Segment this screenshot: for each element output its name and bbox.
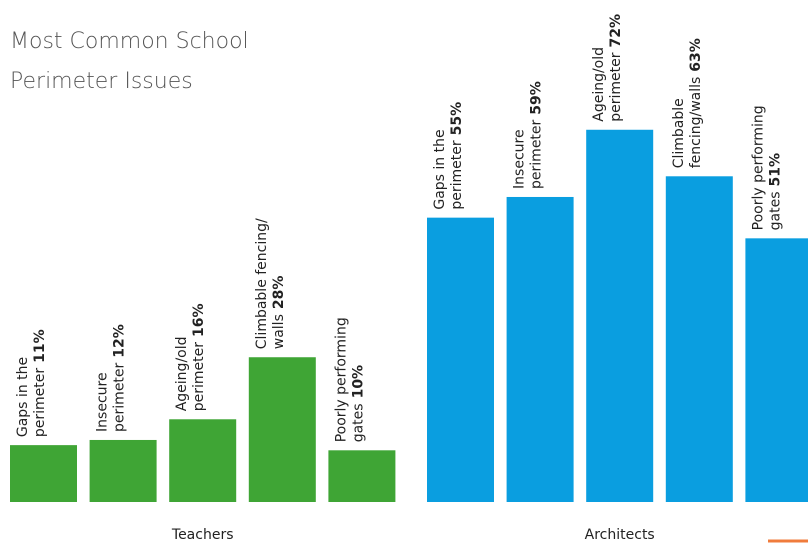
bar <box>506 196 574 502</box>
bar-label-line: walls <box>271 314 287 349</box>
value-label: 63% <box>688 38 704 72</box>
bar-label: Poorly performinggates 10% <box>333 317 366 442</box>
bar <box>10 445 77 502</box>
bar <box>427 217 494 502</box>
value-label: 16% <box>191 303 207 337</box>
bar-label: Climbablefencing/walls 63% <box>671 38 704 168</box>
bar <box>89 439 157 502</box>
bar-label: Poorly performinggates 51% <box>750 105 783 230</box>
group-label: Architects <box>585 527 655 543</box>
bar-label: Ageing/oldperimeter 16% <box>174 303 207 411</box>
bar-label: Gaps in theperimeter 11% <box>15 329 48 437</box>
bar <box>665 176 733 503</box>
value-label: 10% <box>350 365 366 399</box>
bar-label-line: gates <box>767 191 783 230</box>
bar <box>248 357 316 502</box>
value-label: 55% <box>449 102 465 136</box>
group-label: Teachers <box>171 527 234 543</box>
bar-label-line: perimeter <box>112 362 128 431</box>
bar-label-line: Insecure <box>95 372 111 432</box>
bar-label-line: fencing/walls <box>688 77 704 169</box>
bar <box>328 450 396 502</box>
bar-label-line: perimeter <box>191 342 207 411</box>
bar <box>745 238 808 502</box>
bar-label-line: perimeter <box>32 368 48 437</box>
bar-label: Gaps in theperimeter 55% <box>432 102 465 210</box>
value-label: 59% <box>529 81 545 115</box>
bar <box>586 129 654 502</box>
value-label: 72% <box>608 14 624 48</box>
bar <box>169 419 237 502</box>
chart-title: Most Common School Perimeter Issues <box>10 29 249 94</box>
bar-label-line: Ageing/old <box>174 336 190 411</box>
bar-label-line: Poorly performing <box>750 105 766 230</box>
bar-label: Climbable fencing/walls 28% <box>254 218 287 349</box>
bar-label-line: Insecure <box>512 129 528 189</box>
bar-label: Ageing/oldperimeter 72% <box>591 14 624 122</box>
bar-label-line: perimeter <box>449 140 465 209</box>
bar-label-line: perimeter <box>529 119 545 188</box>
value-label: 11% <box>32 329 48 363</box>
value-label: 28% <box>271 276 287 310</box>
value-label: 51% <box>767 153 783 187</box>
bar-label-line: Gaps in the <box>432 129 448 209</box>
bar-label-line: Poorly performing <box>333 317 349 442</box>
bar-label-line: gates <box>350 403 366 442</box>
bar-label: Insecureperimeter 12% <box>95 324 128 432</box>
bar-label-line: Climbable fencing/ <box>254 218 270 349</box>
bar-label-line: perimeter <box>608 52 624 121</box>
bar-label: Insecureperimeter 59% <box>512 81 545 189</box>
bar-label-line: Gaps in the <box>15 357 31 437</box>
bar-label-line: Ageing/old <box>591 47 607 122</box>
bar-label-line: Climbable <box>671 98 687 168</box>
value-label: 12% <box>112 324 128 358</box>
